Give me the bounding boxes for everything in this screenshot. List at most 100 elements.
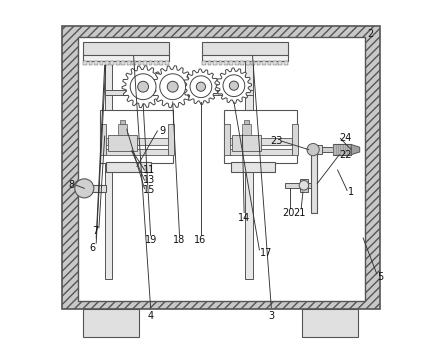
Bar [333,144,351,155]
Bar [165,61,169,65]
Text: 1: 1 [348,187,353,197]
Text: 13: 13 [143,175,155,185]
Bar [240,61,244,65]
Bar [244,120,249,124]
Bar [246,61,250,65]
Bar [127,61,131,65]
Bar [285,183,312,188]
Bar [62,26,380,309]
Text: 14: 14 [238,212,250,223]
Text: 8: 8 [69,180,75,190]
Circle shape [230,81,238,90]
Bar [224,110,297,163]
Bar [278,61,282,65]
Bar [78,185,107,192]
Circle shape [299,181,309,190]
Bar [99,110,173,163]
Bar [202,61,206,65]
Text: 23: 23 [270,136,282,146]
Text: 3: 3 [268,311,274,321]
Bar [83,42,169,56]
Bar [83,309,139,337]
Bar [302,309,358,337]
Bar [322,147,333,152]
Text: 19: 19 [144,235,157,245]
Text: 6: 6 [89,243,95,253]
Bar [120,120,125,124]
Text: 21: 21 [293,207,306,218]
Bar [235,61,239,65]
Bar [208,61,211,65]
Bar [167,124,174,155]
Bar [232,135,261,151]
Bar [83,61,87,65]
Bar [99,124,106,155]
Bar [104,138,168,144]
Bar [218,61,222,65]
Text: 9: 9 [159,126,166,136]
Bar [121,61,125,65]
Bar [118,124,127,135]
Bar [154,61,158,65]
Text: 15: 15 [143,185,155,195]
Bar [224,124,230,155]
Bar [245,61,253,279]
Bar [262,61,266,65]
Text: 4: 4 [147,311,154,321]
Bar [230,61,233,65]
Bar [105,61,112,279]
Polygon shape [216,68,252,103]
Text: 17: 17 [260,248,272,258]
Bar [78,37,365,301]
Bar [273,61,277,65]
Circle shape [75,179,94,198]
Circle shape [190,76,212,98]
Text: 5: 5 [377,272,383,282]
Text: 2: 2 [367,29,373,39]
Circle shape [307,143,319,156]
Polygon shape [183,69,218,104]
Bar [228,138,293,144]
Bar [230,162,275,172]
Text: 24: 24 [339,133,351,143]
Bar [99,61,103,65]
Polygon shape [351,144,360,155]
Bar [257,61,261,65]
Polygon shape [122,66,164,108]
Text: 11: 11 [143,165,155,175]
Text: 18: 18 [173,235,186,245]
Bar [83,55,169,61]
Circle shape [138,81,149,92]
Bar [107,162,151,172]
Bar [292,124,298,155]
Bar [202,42,288,56]
Bar [284,61,288,65]
Bar [108,135,137,151]
Bar [228,149,293,155]
Bar [202,55,288,61]
Bar [311,153,317,212]
Text: 22: 22 [339,150,351,160]
Bar [159,61,163,65]
Circle shape [130,74,156,100]
Bar [268,61,271,65]
Bar [89,61,92,65]
Circle shape [167,81,178,92]
Bar [111,61,114,65]
Bar [116,61,120,65]
Text: 7: 7 [92,226,98,236]
Bar [300,178,308,192]
Bar [143,61,147,65]
Circle shape [196,82,206,91]
Bar [224,61,228,65]
Bar [138,61,142,65]
Bar [213,61,217,65]
Bar [251,61,255,65]
Bar [309,145,322,154]
Bar [105,90,253,95]
Circle shape [223,75,245,97]
Bar [105,61,109,65]
Text: 20: 20 [282,207,294,218]
Bar [94,61,98,65]
Circle shape [160,74,186,100]
